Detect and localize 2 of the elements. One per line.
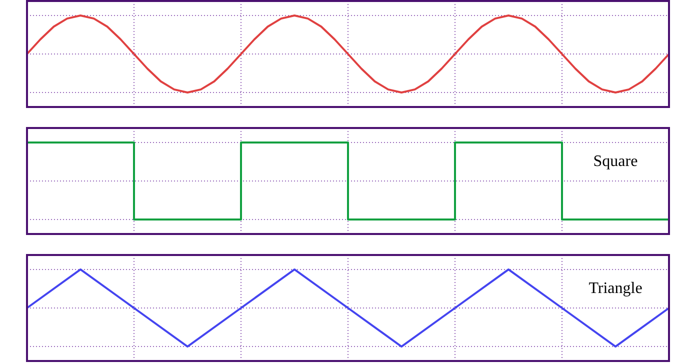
annotation: Triangle [588,280,642,298]
annotation: Square [593,153,638,170]
